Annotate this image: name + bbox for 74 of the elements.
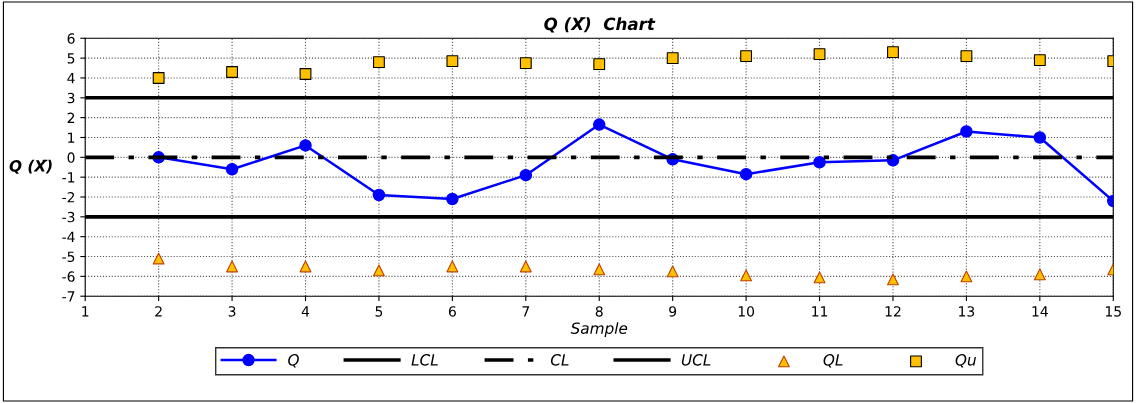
x-tick-label: 3 (228, 306, 236, 317)
point (226, 260, 239, 273)
x-tick-label: 10 (738, 306, 755, 317)
y-tick-label: -4 (62, 231, 75, 242)
y-tick-label: -7 (62, 291, 75, 302)
legend-label: UCL (681, 354, 711, 366)
x-axis-title: Sample (570, 322, 628, 337)
x-tick-label: 5 (375, 306, 383, 317)
x-tick-label: 14 (1032, 306, 1048, 317)
y-tick-label: 1 (68, 132, 75, 143)
point (446, 192, 459, 206)
point (740, 50, 753, 63)
point (887, 46, 899, 59)
point (446, 260, 459, 273)
y-tick-label: -3 (62, 211, 75, 223)
point (446, 55, 459, 68)
point (739, 167, 753, 181)
x-tick-label: 13 (959, 306, 975, 317)
point (1033, 54, 1046, 67)
y-axis-title: Q (X̄) (9, 159, 52, 174)
x-tick-label: 2 (155, 306, 162, 317)
legend-label: LCL (411, 354, 438, 366)
point (593, 263, 606, 276)
point (666, 265, 679, 278)
point (225, 162, 239, 176)
x-tick-label: 4 (301, 306, 310, 317)
point (960, 270, 973, 283)
point (813, 156, 826, 169)
point (152, 252, 165, 265)
chart-title: Q (X̄) Chart (544, 17, 656, 33)
point (299, 139, 312, 152)
y-tick-label: -2 (62, 191, 75, 203)
point (1033, 131, 1047, 144)
x-tick-label: 15 (1105, 306, 1121, 317)
y-tick-label: 3 (67, 92, 75, 104)
point (299, 68, 312, 80)
point (152, 72, 165, 84)
y-tick-label: 5 (67, 53, 75, 64)
point (813, 271, 826, 284)
point (226, 66, 239, 78)
point (592, 118, 606, 131)
y-tick-label: 4 (67, 73, 75, 84)
x-tick-label: 1 (82, 306, 89, 317)
point (519, 260, 532, 273)
point (740, 269, 753, 282)
point (960, 125, 973, 138)
point (519, 57, 532, 70)
legend-label: CL (550, 354, 569, 366)
y-tick-label: -5 (62, 251, 75, 262)
point (372, 188, 386, 202)
point (666, 52, 679, 65)
point (813, 48, 826, 61)
point (593, 58, 606, 71)
legend-label: QL (823, 354, 843, 368)
y-tick-label: 2 (67, 112, 75, 123)
point (299, 260, 312, 273)
point (519, 168, 533, 182)
point (373, 56, 385, 69)
x-tick-label: 12 (885, 306, 901, 317)
point (1033, 268, 1046, 281)
x-tick-label: 7 (522, 306, 530, 317)
legend-label: Q (288, 354, 299, 368)
x-tick-label: 8 (595, 306, 603, 317)
legend-label: Qu (955, 354, 976, 368)
y-tick-label: -1 (62, 172, 75, 183)
y-tick-label: -6 (62, 271, 75, 282)
y-tick-label: 0 (67, 152, 75, 163)
point (373, 264, 385, 277)
x-tick-label: 6 (448, 306, 456, 317)
point (960, 50, 973, 63)
point (887, 273, 899, 286)
y-tick-label: 6 (67, 33, 75, 44)
x-tick-label: 9 (669, 306, 677, 317)
x-tick-label: 11 (812, 306, 828, 317)
